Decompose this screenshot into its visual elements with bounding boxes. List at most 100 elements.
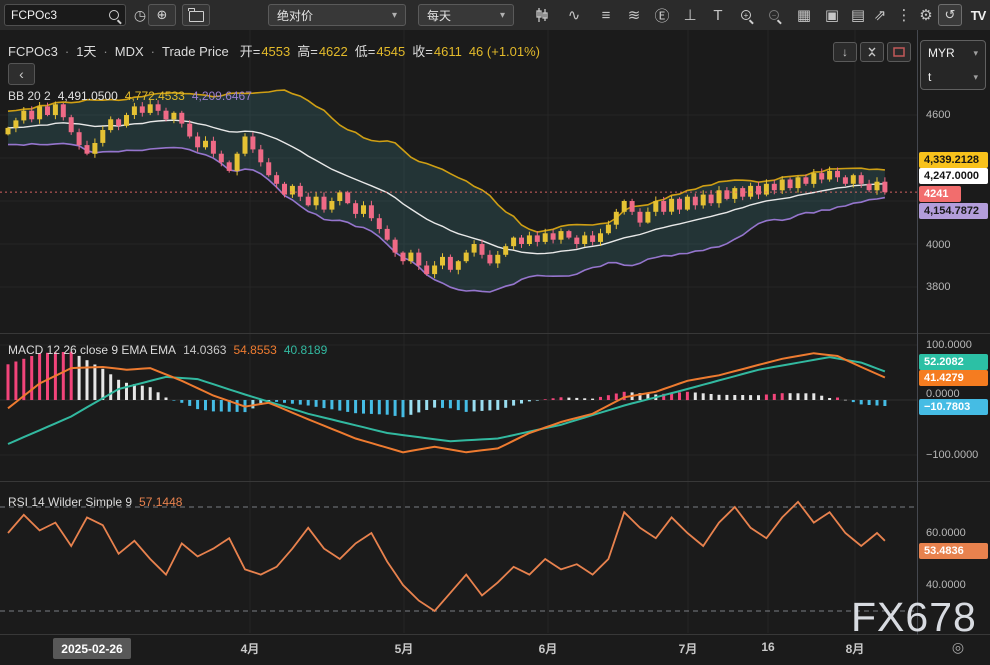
circled-e-icon: Ⓔ — [654, 5, 669, 26]
interval-label: 每天 — [427, 7, 451, 24]
low-value: 4545 — [376, 44, 405, 59]
bb-legend[interactable]: BB 20 2 4,491.0500 4,772.4533 4,209.6467 — [8, 89, 252, 103]
search-icon — [109, 10, 119, 20]
time-axis[interactable]: 2025-02-26 ◎ 4月5月6月7月168月 — [0, 635, 990, 665]
zoom-in-icon: + — [741, 10, 751, 20]
bb-mid-value: 4,491.0500 — [58, 89, 118, 103]
change-value: 46 (+1.01%) — [469, 44, 540, 59]
time-axis-tick: 8月 — [833, 640, 877, 657]
pane-separator[interactable] — [0, 481, 990, 482]
open-label: 开= — [240, 41, 261, 60]
open-value: 4553 — [261, 44, 290, 59]
grid-icon: ▦ — [797, 6, 811, 24]
notes-icon: ▤ — [851, 6, 865, 24]
collapse-pane-button[interactable] — [860, 42, 884, 62]
high-label: 高= — [297, 41, 318, 60]
layers-icon: ≡ — [602, 7, 611, 24]
tradingview-logo[interactable]: TV — [964, 0, 990, 30]
maximize-pane-button[interactable] — [887, 42, 911, 62]
zoom-out-icon: − — [769, 10, 779, 20]
currency-selector[interactable]: MYR ▾ — [921, 41, 985, 65]
separator-dot: · — [65, 44, 69, 59]
bb-lower-value: 4,209.6467 — [192, 89, 252, 103]
rsi-title: RSI 14 Wilder Simple 9 — [8, 495, 132, 509]
price-scale-chip: 41.4279 — [919, 370, 988, 386]
price-scale-label: 3800 — [926, 279, 950, 295]
text-icon: T — [713, 7, 722, 24]
price-scale-chip: 4241 — [919, 186, 961, 202]
pane-separator[interactable] — [0, 333, 990, 334]
measure-icon: ⊥ — [683, 6, 696, 24]
currency-label: MYR — [928, 46, 955, 60]
symbol-interval[interactable]: 1天 — [76, 41, 96, 60]
collapse-icon — [867, 46, 877, 58]
price-scale-label: 100.0000 — [926, 337, 972, 353]
zoom-out-button[interactable]: − — [760, 0, 788, 30]
compare-button[interactable]: ≡ — [592, 0, 620, 30]
rsi-legend[interactable]: RSI 14 Wilder Simple 9 57.1448 — [8, 495, 182, 509]
templates-button[interactable]: ≋ — [620, 0, 648, 30]
indicators-button[interactable]: ∿ — [560, 0, 588, 30]
unit-selector[interactable]: t ▾ — [921, 65, 985, 89]
price-scale-chip: 4,247.0000 — [919, 168, 988, 184]
price-mode-dropdown[interactable]: 绝对价 ▾ — [268, 4, 406, 26]
price-scale-label: 4600 — [926, 107, 950, 123]
back-button[interactable]: ‹ — [8, 63, 35, 85]
text-tool-button[interactable]: T — [704, 0, 732, 30]
plus-icon: ⊕ — [157, 7, 168, 23]
chart-style-button[interactable] — [528, 0, 556, 30]
unit-label: t — [928, 70, 931, 84]
economic-events-button[interactable]: Ⓔ — [648, 0, 676, 30]
time-axis-tick: 4月 — [228, 640, 272, 657]
scale-unit-box: MYR ▾ t ▾ — [920, 40, 986, 90]
time-axis-tick: 5月 — [382, 640, 426, 657]
chevron-left-icon: ‹ — [19, 66, 24, 82]
macd-signal-value: 40.8189 — [284, 343, 327, 357]
macd-hist-value: 14.0363 — [183, 343, 226, 357]
price-scale-label: −100.0000 — [926, 447, 978, 463]
line-chart-icon: ∿ — [568, 6, 581, 24]
arrow-down-icon: ↓ — [842, 45, 848, 59]
time-axis-tick: 7月 — [666, 640, 710, 657]
high-value: 4622 — [319, 44, 348, 59]
undo-button[interactable]: ↺ — [938, 4, 962, 26]
close-label: 收= — [412, 41, 433, 60]
price-scale-chip: 4,339.2128 — [919, 152, 988, 168]
zoom-in-button[interactable]: + — [732, 0, 760, 30]
waves-icon: ≋ — [628, 6, 641, 24]
price-scale-label: 40.0000 — [926, 577, 966, 593]
tv-logo-icon: TV — [971, 8, 986, 23]
series-type: Trade Price — [162, 44, 229, 59]
price-scale[interactable]: 46004,339.21284,247.000042414,154.787240… — [918, 30, 990, 635]
chevron-down-icon: ▾ — [392, 10, 397, 21]
maximize-icon — [893, 47, 905, 57]
measure-button[interactable]: ⊥ — [676, 0, 704, 30]
watchlist-folder-button[interactable] — [182, 4, 210, 26]
close-value: 4611 — [434, 44, 462, 59]
timezone-settings-button[interactable]: ◎ — [938, 639, 978, 656]
rsi-value: 57.1448 — [139, 495, 182, 509]
symbol-name[interactable]: FCPOc3 — [8, 44, 58, 59]
symbol-search[interactable] — [4, 4, 126, 26]
price-scale-chip: 53.4836 — [919, 543, 988, 559]
clock-icon: ◷ — [134, 7, 146, 24]
chevron-down-icon: ▾ — [973, 48, 978, 59]
scroll-down-button[interactable]: ↓ — [833, 42, 857, 62]
screenshot-icon: ▣ — [825, 6, 839, 24]
chevron-down-icon: ▾ — [500, 10, 505, 21]
symbol-legend: FCPOc3 · 1天 · MDX · Trade Price 开=4553 高… — [8, 41, 540, 60]
low-label: 低= — [355, 41, 376, 60]
symbol-search-input[interactable] — [11, 8, 109, 22]
chart-export-icon: ⇗ — [874, 6, 887, 24]
hexagon-settings-icon: ◎ — [952, 639, 964, 655]
main-price-pane[interactable] — [0, 30, 917, 333]
add-symbol-button[interactable]: ⊕ — [148, 4, 176, 26]
macd-legend[interactable]: MACD 12 26 close 9 EMA EMA 14.0363 54.85… — [8, 343, 327, 357]
grid-layout-button[interactable]: ▦ — [790, 0, 818, 30]
bb-upper-value: 4,772.4533 — [125, 89, 185, 103]
snapshot-button[interactable]: ▣ — [818, 0, 846, 30]
interval-dropdown[interactable]: 每天 ▾ — [418, 4, 514, 26]
settings-button[interactable]: ⚙ — [912, 0, 940, 30]
time-axis-tick: 16 — [746, 640, 790, 654]
macd-line-value: 54.8553 — [233, 343, 276, 357]
